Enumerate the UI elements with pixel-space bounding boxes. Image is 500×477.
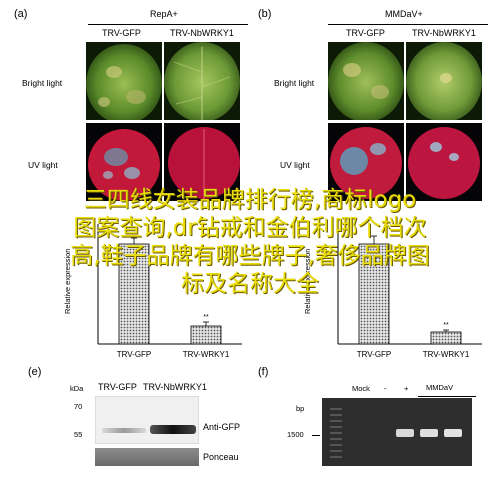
overlay-line-1[interactable]: 三四线女装品牌排行榜,商标logo [83, 187, 417, 213]
panel-f-label: (f) [258, 366, 269, 378]
x-tick-label-1: TRV-GFP [357, 350, 392, 359]
overlay-line-2[interactable]: 图案查询,dr钻戒和金伯利哪个档次 [73, 215, 427, 241]
row-label-uv-b: UV light [280, 160, 310, 170]
row-label-bright-a: Bright light [22, 78, 63, 88]
panel-e-band-label: Anti-GFP [203, 422, 241, 432]
leaf-photo-uv-wrky1-a [164, 123, 240, 201]
bar-chart-c: Relative expression TRV-GFP ** TRV-WRKY1 [60, 218, 250, 368]
panel-e-loading-label: Ponceau [203, 452, 239, 462]
panel-b-col1: TRV-GFP [346, 28, 385, 38]
bar-2 [430, 331, 462, 345]
x-tick-label-2: TRV-WRKY1 [423, 350, 470, 359]
y-axis-label: Relative expression [303, 249, 312, 314]
row-label-uv-a: UV light [28, 160, 58, 170]
leaf-photo-uv-gfp-b [328, 123, 404, 201]
panel-f-mmdav-rule [418, 396, 476, 397]
bar-1 [358, 243, 390, 345]
panel-b-title: MMDaV+ [385, 9, 423, 19]
panel-e-marker55: 55 [74, 430, 83, 439]
panel-f-plus: + [404, 384, 409, 393]
leaf-photo-bright-wrky1-b [406, 42, 482, 120]
panel-e-label: (e) [28, 366, 42, 378]
blot-band-gfp [102, 428, 146, 433]
gel-ladder [330, 408, 342, 460]
overlay-line-3[interactable]: 高,鞋子品牌有哪些牌子,奢侈品牌图 [70, 243, 430, 269]
panel-b-title-rule [328, 24, 488, 25]
panel-a-label: (a) [14, 8, 28, 20]
panel-e-lane2: TRV-NbWRKY1 [143, 382, 207, 392]
panel-a-title-rule [88, 24, 248, 25]
leaf-photo-bright-wrky1-a [164, 42, 240, 120]
y-axis-label: Relative expression [63, 249, 72, 314]
leaf-photo-uv-wrky1-b [406, 123, 482, 201]
row-label-bright-b: Bright light [274, 78, 315, 88]
agarose-gel [322, 398, 472, 466]
overlay-advert-text[interactable]: 三四线女装品牌排行榜,商标logo 图案查询,dr钻戒和金伯利哪个档次 高,鞋子… [0, 186, 500, 298]
panel-a-col2: TRV-NbWRKY1 [170, 28, 234, 38]
blot-band-wrky1 [150, 425, 196, 434]
ponceau-stain [95, 448, 199, 466]
gel-band-3 [444, 429, 462, 437]
western-blot-anti-gfp [95, 396, 199, 444]
panel-f-1500: 1500 [287, 430, 304, 439]
x-tick-label-1: TRV-GFP [117, 350, 152, 359]
panel-f-mmdav: MMDaV [426, 383, 454, 392]
gel-band-2 [420, 429, 438, 437]
panel-f-1500-tick [312, 435, 320, 436]
panel-e-marker70: 70 [74, 402, 83, 411]
bar-chart-d: Relative expression TRV-GFP ** TRV-WRKY1 [300, 218, 490, 368]
x-tick-label-2: TRV-WRKY1 [183, 350, 230, 359]
panel-a-col1: TRV-GFP [102, 28, 141, 38]
panel-b-label: (b) [258, 8, 272, 20]
panel-f-bp: bp [296, 404, 305, 413]
bar-2 [190, 325, 222, 345]
panel-f-mock: Mock [352, 384, 370, 393]
panel-b-col2: TRV-NbWRKY1 [412, 28, 476, 38]
panel-f-minus: - [384, 384, 387, 393]
leaf-photo-bright-gfp-a [86, 42, 162, 120]
overlay-line-4[interactable]: 标及名称大全 [181, 271, 319, 297]
gel-band-1 [396, 429, 414, 437]
panel-a-title: RepA+ [150, 9, 178, 19]
significance-label-2: ** [203, 314, 209, 321]
leaf-photo-uv-gfp-a [86, 123, 162, 201]
panel-e-kda: kDa [70, 384, 84, 393]
leaf-photo-bright-gfp-b [328, 42, 404, 120]
significance-label-2: ** [443, 322, 449, 329]
panel-e-lane1: TRV-GFP [98, 382, 137, 392]
